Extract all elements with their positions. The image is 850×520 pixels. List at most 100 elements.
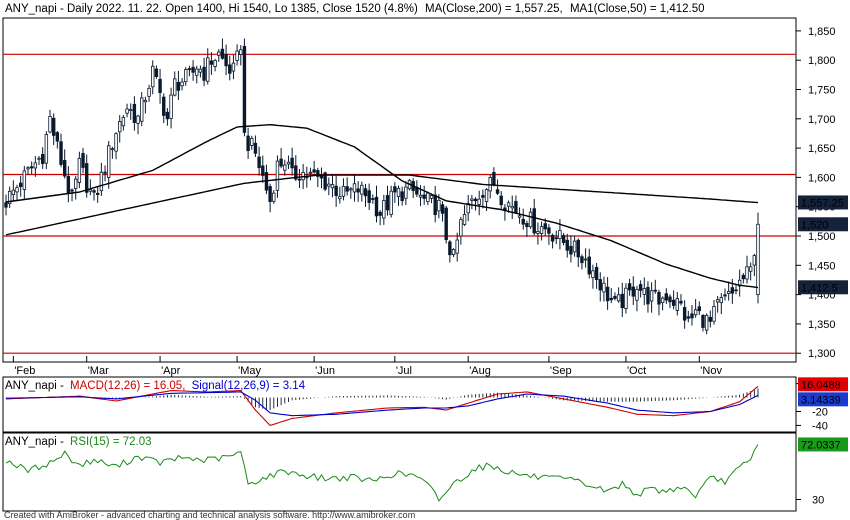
candle: [671, 290, 676, 310]
month-tick-label: 'Mar: [88, 365, 109, 377]
candle: [723, 288, 727, 301]
candle-body: [327, 183, 331, 187]
candle-body: [242, 45, 247, 133]
candle: [664, 288, 668, 304]
candle: [272, 189, 276, 204]
candle: [330, 173, 335, 198]
candle: [748, 262, 753, 281]
candle-body: [741, 274, 746, 280]
candle-body: [484, 189, 489, 202]
candle-body: [429, 195, 434, 199]
candle: [602, 276, 606, 302]
candle: [609, 288, 613, 304]
candle-body: [73, 178, 78, 189]
candle-body: [499, 195, 503, 206]
candle: [550, 233, 555, 249]
candle: [693, 298, 698, 318]
candle-body: [605, 286, 610, 302]
candle: [250, 135, 254, 150]
candle-body: [704, 314, 709, 331]
candle: [118, 115, 122, 143]
candle: [235, 44, 239, 66]
candle-body: [250, 137, 254, 146]
candle-body: [294, 165, 298, 180]
candle-body: [40, 154, 45, 164]
footer-credit: Created with AmiBroker - advanced charti…: [4, 510, 415, 520]
month-tick-label: 'Oct: [627, 365, 646, 377]
candle-body: [393, 186, 397, 193]
candle-body: [48, 116, 52, 133]
candle-body: [330, 184, 335, 189]
candle-body: [624, 287, 628, 309]
candle: [209, 52, 214, 75]
candle: [477, 190, 481, 216]
candle-body: [62, 160, 67, 177]
candle: [239, 45, 243, 66]
candle-body: [33, 162, 38, 169]
candle-body: [719, 297, 724, 304]
candle-body: [349, 188, 353, 191]
candle-body: [85, 163, 89, 193]
candle: [55, 131, 60, 149]
candle: [448, 240, 452, 263]
candle-body: [664, 293, 668, 301]
candle: [253, 135, 258, 157]
candle-body: [396, 187, 401, 197]
candle: [481, 189, 485, 209]
candle-body: [558, 230, 562, 239]
candle-body: [312, 169, 316, 173]
close-badge-text: 1,520: [801, 219, 829, 231]
candle-body: [367, 190, 371, 203]
candle-body: [737, 279, 742, 287]
candle: [756, 212, 760, 304]
candle: [169, 87, 173, 129]
price-y-tick-label: 1,800: [808, 55, 836, 67]
candle-body: [554, 237, 558, 240]
close-badge: 1,520: [798, 217, 848, 232]
candle-body: [29, 166, 34, 169]
candle: [231, 54, 236, 80]
candle-body: [653, 289, 657, 292]
ma200-line: [5, 174, 759, 236]
candle: [649, 282, 654, 313]
candle-body: [668, 296, 672, 303]
candle-body: [426, 192, 430, 202]
candle: [85, 154, 89, 198]
candle: [378, 210, 382, 226]
candle: [96, 187, 100, 203]
candle-body: [528, 211, 533, 228]
candle-body: [693, 309, 698, 316]
candle: [569, 235, 573, 263]
candle-body: [646, 287, 650, 305]
rsi-panel-frame: [2, 432, 797, 512]
candle-body: [96, 192, 100, 195]
candle-body: [22, 170, 27, 190]
candle: [624, 283, 628, 314]
candle: [341, 178, 346, 201]
candle: [114, 132, 118, 160]
candle: [367, 183, 371, 210]
candle-body: [587, 256, 591, 275]
candle: [147, 84, 151, 102]
month-tick-label: 'Feb: [14, 365, 35, 377]
candle-body: [187, 68, 192, 71]
candle: [77, 151, 82, 188]
candle: [92, 189, 96, 201]
candle-body: [195, 68, 199, 76]
candle-body: [206, 57, 210, 82]
candle: [440, 201, 445, 222]
candle: [488, 174, 492, 199]
candle: [44, 131, 49, 170]
candle: [635, 285, 639, 312]
candle-body: [363, 188, 368, 197]
candle: [279, 148, 283, 169]
candle-body: [671, 299, 676, 306]
candle-body: [525, 223, 529, 228]
candle-body: [723, 294, 727, 297]
candle: [708, 310, 713, 328]
candle: [470, 194, 474, 210]
candle: [752, 253, 757, 277]
candle: [653, 279, 657, 294]
candle-body: [400, 191, 404, 202]
candle-body: [539, 226, 544, 234]
